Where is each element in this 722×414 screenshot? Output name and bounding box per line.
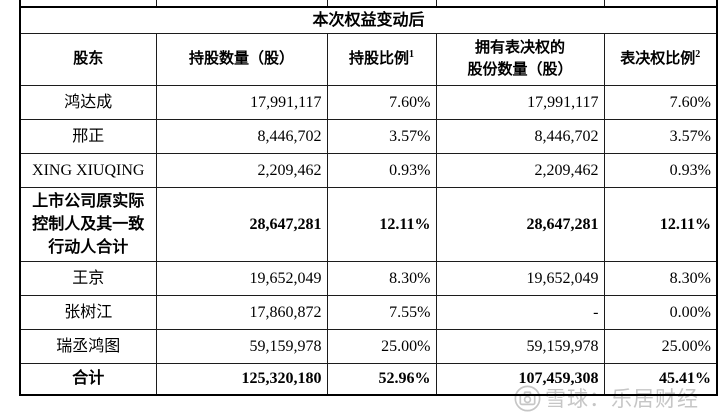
ratio-cell: 12.11% [326,187,437,262]
column-header-voting-shares: 拥有表决权的 股份数量（股） [435,33,605,86]
shares-cell: 125,320,180 [155,363,328,396]
sliver-cell [435,0,605,8]
section-title: 本次权益变动后 [19,6,718,34]
ratio-cell: 7.60% [326,85,437,120]
table-row: 王京 19,652,049 8.30% 19,652,049 8.30% [19,261,718,296]
ratio-cell: 0.93% [326,153,437,188]
shareholder-name-cell: XING XIUQING [19,153,157,188]
voting-ratio-cell: 0.00% [603,295,718,330]
column-header-shareholder: 股东 [19,33,157,86]
column-header-voting-ratio: 表决权比例2 [603,33,718,86]
voting-ratio-cell: 3.57% [603,119,718,154]
footnote-mark-1: 1 [409,48,414,60]
shareholder-name-cell: 王京 [19,261,157,296]
voting-shares-cell: - [435,295,605,330]
ratio-cell: 52.96% [326,363,437,396]
voting-shares-cell: 28,647,281 [435,187,605,262]
table-row: XING XIUQING 2,209,462 0.93% 2,209,462 0… [19,153,718,188]
shares-cell: 17,991,117 [155,85,328,120]
equity-change-table: 本次权益变动后 股东 持股数量（股） 持股比例1 拥有表决权的 股份数量（股） … [19,0,718,396]
shareholder-name-cell: 张树江 [19,295,157,330]
footnote-mark-2: 2 [695,48,701,60]
shareholder-name-cell: 鸿达成 [19,85,157,120]
column-header-ratio: 持股比例1 [326,33,437,86]
shares-cell: 2,209,462 [155,153,328,188]
shareholder-name-cell: 瑞丞鸿图 [19,329,157,364]
shares-cell: 8,446,702 [155,119,328,154]
previous-table-row-sliver [19,0,718,8]
ratio-cell: 8.30% [326,261,437,296]
table-section-header-row: 本次权益变动后 [19,6,718,34]
sliver-cell [19,0,157,8]
voting-shares-cell: 8,446,702 [435,119,605,154]
voting-shares-cell: 107,459,308 [435,363,605,396]
shares-cell: 28,647,281 [155,187,328,262]
voting-shares-cell: 59,159,978 [435,329,605,364]
voting-shares-cell: 2,209,462 [435,153,605,188]
voting-ratio-cell: 8.30% [603,261,718,296]
shareholder-name-cell: 上市公司原实际 控制人及其一致 行动人合计 [19,187,157,262]
table-header-row: 股东 持股数量（股） 持股比例1 拥有表决权的 股份数量（股） 表决权比例2 [19,33,718,86]
voting-shares-cell: 19,652,049 [435,261,605,296]
voting-ratio-cell: 7.60% [603,85,718,120]
shares-cell: 19,652,049 [155,261,328,296]
voting-ratio-cell: 0.93% [603,153,718,188]
voting-ratio-cell: 25.00% [603,329,718,364]
sliver-cell [155,0,328,8]
table-row: 张树江 17,860,872 7.55% - 0.00% [19,295,718,330]
voting-ratio-cell: 12.11% [603,187,718,262]
ratio-cell: 25.00% [326,329,437,364]
table-row: 邢正 8,446,702 3.57% 8,446,702 3.57% [19,119,718,154]
ratio-cell: 7.55% [326,295,437,330]
total-row: 合计 125,320,180 52.96% 107,459,308 45.41% [19,363,718,396]
sliver-cell [603,0,718,8]
shareholder-name-cell: 合计 [19,363,157,396]
table-row: 鸿达成 17,991,117 7.60% 17,991,117 7.60% [19,85,718,120]
ratio-cell: 3.57% [326,119,437,154]
table-row: 瑞丞鸿图 59,159,978 25.00% 59,159,978 25.00% [19,329,718,364]
shareholder-name-cell: 邢正 [19,119,157,154]
column-header-shares: 持股数量（股） [155,33,328,86]
shares-cell: 59,159,978 [155,329,328,364]
subtotal-row: 上市公司原实际 控制人及其一致 行动人合计 28,647,281 12.11% … [19,187,718,262]
sliver-cell [326,0,437,8]
voting-shares-cell: 17,991,117 [435,85,605,120]
shares-cell: 17,860,872 [155,295,328,330]
voting-ratio-cell: 45.41% [603,363,718,396]
